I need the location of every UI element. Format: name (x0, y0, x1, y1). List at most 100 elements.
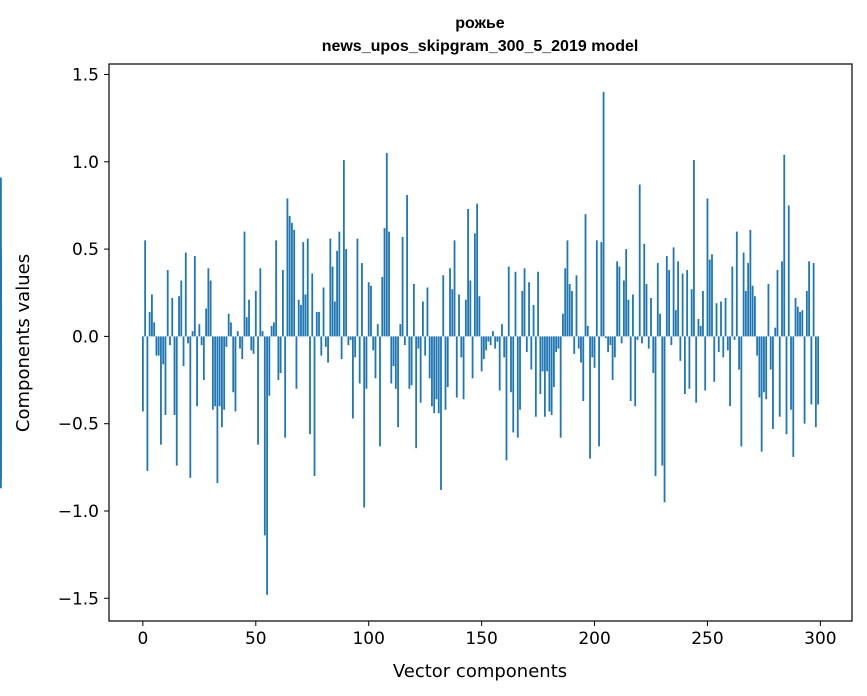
bar (367, 282, 370, 337)
y-axis-ticks: −1.5 −1.0 −0.5 0.0 0.5 1.0 1.5 (58, 65, 109, 609)
bar (516, 336, 519, 438)
bar (245, 317, 248, 337)
bar (467, 208, 469, 337)
bar (501, 324, 503, 337)
bar (803, 336, 806, 424)
bar (173, 336, 176, 415)
bar (352, 336, 354, 419)
bar (546, 336, 549, 372)
bar (577, 336, 580, 349)
bar (155, 336, 158, 356)
bar (157, 336, 160, 356)
bar (297, 299, 300, 337)
bar (636, 336, 639, 340)
bar (446, 336, 449, 388)
bar (288, 215, 291, 337)
bar (225, 336, 228, 347)
bar (327, 336, 329, 363)
bar (234, 336, 237, 412)
bar (548, 336, 551, 412)
bar (435, 336, 438, 400)
bar (650, 297, 652, 337)
bar (681, 273, 684, 337)
bar (674, 310, 677, 337)
y-tick-label: −0.5 (58, 415, 99, 435)
bar (665, 256, 668, 337)
bar (582, 336, 585, 401)
bar (767, 284, 770, 337)
bar (437, 336, 440, 414)
bar (320, 336, 323, 356)
x-tick-label: 150 (465, 629, 497, 649)
bar (205, 308, 208, 337)
bar (464, 299, 467, 337)
x-tick-label: 250 (691, 629, 723, 649)
bar (607, 336, 609, 353)
bar (677, 261, 680, 337)
bar (575, 275, 578, 337)
bar (442, 275, 445, 337)
bar (810, 336, 813, 405)
bar (641, 336, 643, 344)
bar (284, 336, 287, 438)
bar (406, 194, 409, 337)
bar (397, 336, 399, 428)
bar (591, 336, 594, 358)
bar (781, 261, 783, 337)
bar (171, 297, 174, 337)
bar (428, 336, 431, 379)
bar (661, 336, 664, 466)
bar (534, 336, 537, 417)
bar (356, 238, 359, 337)
bar (160, 336, 162, 445)
bar (794, 297, 797, 337)
bar (525, 336, 528, 353)
bar (706, 198, 709, 337)
bar (383, 228, 386, 337)
bar (146, 336, 149, 471)
bar (729, 336, 731, 407)
bar (620, 336, 623, 344)
bar (365, 336, 368, 389)
bar (281, 270, 284, 337)
bar (679, 336, 682, 361)
bar (598, 336, 600, 447)
bar (765, 336, 768, 400)
bar (236, 331, 239, 337)
bar (654, 336, 657, 477)
bar (753, 296, 756, 337)
bar (482, 336, 485, 360)
bar (787, 205, 790, 337)
bar (358, 336, 361, 384)
bar (471, 336, 474, 379)
bar (324, 336, 327, 347)
bar (731, 266, 734, 337)
bar (248, 299, 250, 337)
bar (778, 336, 781, 417)
bar (412, 284, 415, 337)
y-tick-label: 0.5 (72, 240, 99, 260)
bar (485, 336, 488, 351)
x-tick-label: 200 (578, 629, 610, 649)
bar (808, 261, 810, 337)
bar (735, 231, 738, 337)
bar (519, 336, 521, 410)
bar (300, 304, 302, 337)
bar (184, 252, 187, 337)
y-tick-label: 1.0 (72, 153, 99, 173)
bar (566, 240, 569, 337)
bar (401, 236, 404, 337)
bar (616, 261, 619, 337)
bar (478, 296, 481, 337)
bar (460, 336, 463, 358)
bar (0, 336, 2, 375)
bar (659, 313, 661, 337)
bar (602, 91, 605, 337)
bar (487, 336, 490, 342)
bar (223, 336, 226, 410)
bar (629, 336, 632, 401)
bar (453, 240, 456, 337)
bar (595, 240, 598, 337)
bar (0, 177, 2, 337)
y-axis-label: Components values (13, 254, 34, 432)
